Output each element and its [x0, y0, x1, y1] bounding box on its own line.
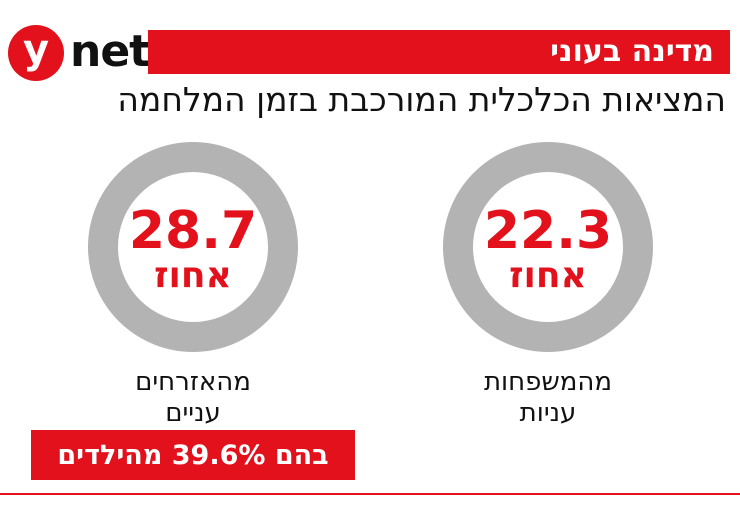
- banner-title: מדינה בעוני: [148, 30, 730, 74]
- children-note-badge: בהם 39.6% מהילדים: [31, 430, 355, 480]
- donut-chart-citizens: [88, 142, 298, 352]
- caption-families-line1: מהמשפחות: [483, 367, 613, 397]
- donut-chart-families: [443, 142, 653, 352]
- logo-word: net: [70, 26, 150, 77]
- bottom-divider: [0, 493, 740, 495]
- caption-citizens-line1: מהאזרחים: [135, 367, 251, 397]
- page-subtitle: המציאות הכלכלית המורכבת בזמן המלחמה: [117, 80, 726, 119]
- donut-track: [443, 142, 653, 352]
- donut-unit-families: אחוז: [509, 255, 587, 296]
- donut-unit-citizens: אחוז: [154, 255, 232, 296]
- logo-letter: y: [8, 25, 64, 81]
- donut-value-citizens: 28.7: [128, 201, 258, 261]
- donut-track: [88, 142, 298, 352]
- caption-citizens-line2: עניים: [165, 398, 221, 428]
- donut-value-families: 22.3: [483, 201, 613, 261]
- caption-families-line2: עניות: [519, 398, 577, 428]
- caption-families: מהמשפחות עניות: [441, 367, 655, 429]
- caption-citizens: מהאזרחים עניים: [86, 367, 300, 429]
